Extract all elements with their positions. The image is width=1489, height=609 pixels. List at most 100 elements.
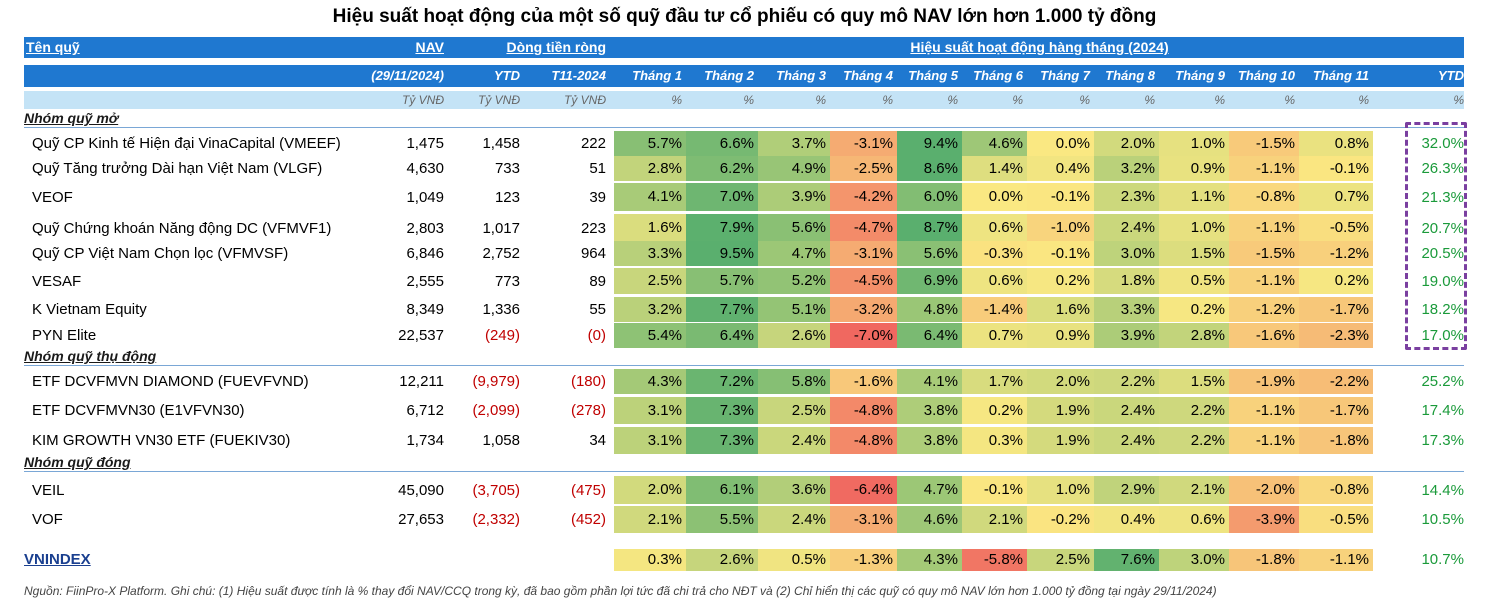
performance-cell: 3.1% bbox=[614, 397, 686, 424]
group-divider bbox=[24, 127, 1464, 128]
fund-flow-ytd: 733 bbox=[494, 160, 520, 177]
fund-flow-t11: 964 bbox=[580, 245, 606, 262]
performance-cell: -2.2% bbox=[1299, 369, 1373, 394]
header-row-2 bbox=[24, 65, 1464, 87]
performance-cell: -1.6% bbox=[1229, 323, 1299, 348]
fund-name: Quỹ Tăng trưởng Dài hạn Việt Nam (VLGF) bbox=[32, 160, 323, 177]
performance-cell: 4.3% bbox=[614, 369, 686, 394]
performance-cell: 1.1% bbox=[1159, 183, 1229, 211]
performance-cell: -0.1% bbox=[1299, 156, 1373, 181]
performance-cell: 6.4% bbox=[897, 323, 962, 348]
fund-ytd: 21.3% bbox=[1421, 188, 1464, 206]
performance-cell: 2.1% bbox=[614, 506, 686, 533]
performance-cell: 1.0% bbox=[1159, 214, 1229, 242]
performance-cell: -6.4% bbox=[830, 476, 897, 504]
performance-cell: 1.0% bbox=[1159, 131, 1229, 156]
performance-cell: 0.7% bbox=[1299, 183, 1373, 211]
header-flow-ytd: YTD bbox=[494, 68, 520, 83]
performance-cell: 9.4% bbox=[897, 131, 962, 156]
vnindex-ytd: 10.7% bbox=[1421, 551, 1464, 568]
fund-nav: 45,090 bbox=[398, 481, 444, 499]
performance-cell: 0.0% bbox=[962, 183, 1027, 211]
performance-cell: -1.5% bbox=[1229, 131, 1299, 156]
performance-cell: 1.8% bbox=[1094, 268, 1159, 294]
fund-name: Quỹ CP Việt Nam Chọn lọc (VFMVSF) bbox=[32, 245, 289, 262]
header-row-1 bbox=[24, 37, 1464, 58]
performance-cell: 2.1% bbox=[1159, 476, 1229, 504]
unit-month-6: % bbox=[1012, 93, 1023, 107]
performance-cell: 5.6% bbox=[897, 241, 962, 266]
fund-nav: 6,846 bbox=[406, 245, 444, 262]
performance-cell: -3.1% bbox=[830, 506, 897, 533]
fund-name: VEIL bbox=[32, 481, 65, 499]
header-fund-name: Tên quỹ bbox=[26, 39, 80, 55]
vnindex-label: VNINDEX bbox=[24, 551, 91, 568]
unit-month-4: % bbox=[882, 93, 893, 107]
group-label: Nhóm quỹ đóng bbox=[24, 454, 131, 470]
performance-cell: 0.2% bbox=[1027, 268, 1094, 294]
unit-nav: Tỷ VNĐ bbox=[402, 93, 444, 107]
performance-cell: 0.4% bbox=[1094, 506, 1159, 533]
performance-cell: 7.2% bbox=[686, 369, 758, 394]
performance-cell: 7.3% bbox=[686, 397, 758, 424]
fund-name: VOF bbox=[32, 511, 63, 528]
performance-cell: 2.6% bbox=[758, 323, 830, 348]
vnindex-cell: 7.6% bbox=[1094, 549, 1159, 571]
fund-name: VEOF bbox=[32, 188, 73, 206]
performance-cell: 0.9% bbox=[1027, 323, 1094, 348]
performance-cell: 5.7% bbox=[614, 131, 686, 156]
performance-cell: -1.9% bbox=[1229, 369, 1299, 394]
performance-cell: 3.9% bbox=[758, 183, 830, 211]
performance-cell: 1.4% bbox=[962, 156, 1027, 181]
vnindex-cell: 2.5% bbox=[1027, 549, 1094, 571]
performance-cell: -2.0% bbox=[1229, 476, 1299, 504]
header-month-1: Tháng 1 bbox=[632, 68, 682, 83]
performance-cell: 3.8% bbox=[897, 397, 962, 424]
vnindex-cell: 4.3% bbox=[897, 549, 962, 571]
performance-cell: 7.0% bbox=[686, 183, 758, 211]
performance-cell: -7.0% bbox=[830, 323, 897, 348]
performance-cell: 5.4% bbox=[614, 323, 686, 348]
performance-cell: 2.9% bbox=[1094, 476, 1159, 504]
group-divider bbox=[24, 365, 1464, 366]
performance-cell: 2.5% bbox=[758, 397, 830, 424]
performance-cell: 3.3% bbox=[1094, 297, 1159, 322]
unit-month-7: % bbox=[1079, 93, 1090, 107]
vnindex-cell: -1.1% bbox=[1299, 549, 1373, 571]
performance-cell: 0.7% bbox=[962, 323, 1027, 348]
performance-cell: -1.2% bbox=[1299, 241, 1373, 266]
performance-cell: -3.1% bbox=[830, 131, 897, 156]
performance-cell: 7.3% bbox=[686, 427, 758, 454]
performance-cell: -0.3% bbox=[962, 241, 1027, 266]
fund-flow-ytd: 1,058 bbox=[482, 432, 520, 449]
fund-flow-ytd: 1,336 bbox=[482, 301, 520, 318]
unit-flow-t11: Tỷ VNĐ bbox=[564, 93, 606, 107]
header-month-4: Tháng 4 bbox=[843, 68, 893, 83]
performance-cell: 5.2% bbox=[758, 268, 830, 294]
footnote: Nguồn: FiinPro-X Platform. Ghi chú: (1) … bbox=[24, 584, 1217, 598]
performance-cell: -4.8% bbox=[830, 427, 897, 454]
header-month-10: Tháng 10 bbox=[1237, 68, 1295, 83]
performance-cell: 5.7% bbox=[686, 268, 758, 294]
performance-cell: 7.9% bbox=[686, 214, 758, 242]
unit-month-9: % bbox=[1214, 93, 1225, 107]
performance-cell: 2.1% bbox=[962, 506, 1027, 533]
performance-cell: 3.3% bbox=[614, 241, 686, 266]
fund-ytd: 32.0% bbox=[1421, 135, 1464, 152]
performance-cell: 2.8% bbox=[1159, 323, 1229, 348]
fund-nav: 6,712 bbox=[406, 402, 444, 419]
performance-cell: 2.2% bbox=[1159, 427, 1229, 454]
fund-ytd: 14.4% bbox=[1421, 481, 1464, 499]
fund-name: ETF DCVFMVN30 (E1VFVN30) bbox=[32, 402, 245, 419]
fund-flow-t11: 39 bbox=[589, 188, 606, 206]
performance-cell: 0.2% bbox=[1159, 297, 1229, 322]
performance-cell: -0.5% bbox=[1299, 214, 1373, 242]
performance-cell: 4.9% bbox=[758, 156, 830, 181]
performance-cell: 2.4% bbox=[1094, 427, 1159, 454]
performance-cell: 0.0% bbox=[1027, 131, 1094, 156]
fund-ytd: 17.3% bbox=[1421, 432, 1464, 449]
performance-cell: -2.5% bbox=[830, 156, 897, 181]
performance-cell: -0.1% bbox=[1027, 183, 1094, 211]
performance-cell: 5.1% bbox=[758, 297, 830, 322]
fund-ytd: 17.0% bbox=[1421, 327, 1464, 344]
